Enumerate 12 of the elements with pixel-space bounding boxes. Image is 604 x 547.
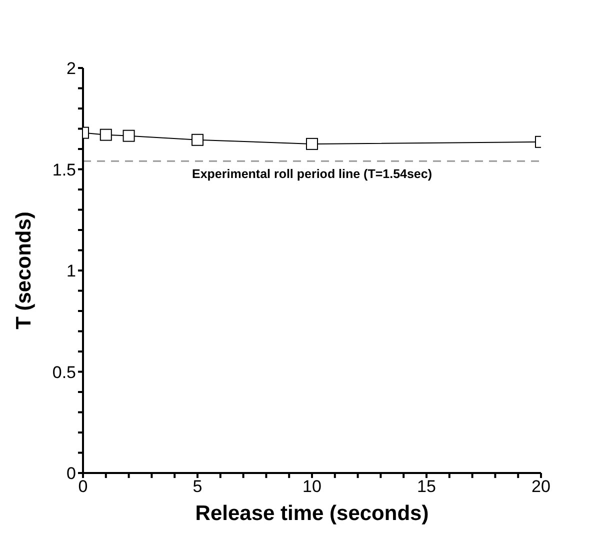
ref-line-label: Experimental roll period line (T=1.54sec) xyxy=(192,167,432,182)
x-tick-label: 5 xyxy=(192,477,202,496)
y-tick-label: 1.5 xyxy=(52,160,76,180)
y-tick-label: 2 xyxy=(66,59,76,78)
y-tick-label: 0 xyxy=(66,464,76,484)
x-axis-title: Release time (seconds) xyxy=(195,502,429,525)
y-tick-label: 0.5 xyxy=(52,362,76,382)
y-tick-label: 1 xyxy=(66,262,76,281)
x-tick-label: 20 xyxy=(532,477,550,496)
x-tick-label: 10 xyxy=(302,477,322,496)
x-tick-label: 15 xyxy=(417,477,436,496)
y-axis-title: T (seconds) xyxy=(12,212,36,330)
